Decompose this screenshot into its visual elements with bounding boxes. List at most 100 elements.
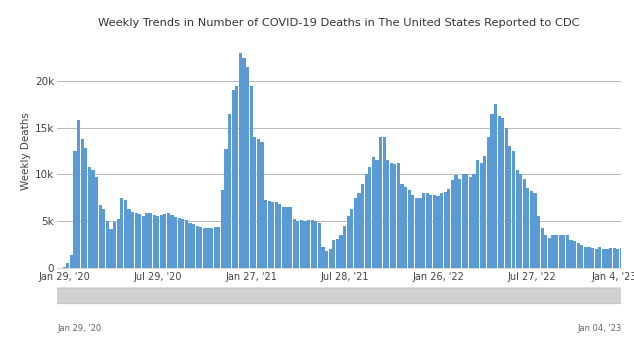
Bar xyxy=(314,221,318,268)
Bar xyxy=(221,190,224,268)
Bar xyxy=(508,146,512,268)
Bar xyxy=(616,249,619,268)
Bar xyxy=(530,191,533,268)
Title: Weekly Trends in Number of COVID-19 Deaths in The United States Reported to CDC: Weekly Trends in Number of COVID-19 Deat… xyxy=(98,18,580,28)
Bar xyxy=(365,174,368,268)
Bar xyxy=(84,148,87,268)
Bar xyxy=(188,223,191,268)
Bar xyxy=(472,174,476,268)
Bar xyxy=(358,193,361,268)
Bar xyxy=(239,53,242,268)
Bar xyxy=(455,175,458,268)
Bar xyxy=(498,116,501,268)
Bar xyxy=(451,180,454,268)
Bar xyxy=(300,220,303,268)
Bar xyxy=(77,120,81,268)
Bar xyxy=(576,243,579,268)
Bar xyxy=(167,213,170,268)
Bar xyxy=(138,214,141,268)
Bar xyxy=(494,104,497,268)
Bar xyxy=(537,216,540,268)
Bar xyxy=(591,248,594,268)
Bar xyxy=(214,227,217,268)
Bar xyxy=(117,219,120,268)
Bar xyxy=(339,235,342,268)
Bar xyxy=(70,256,73,268)
Bar xyxy=(433,195,436,268)
Bar xyxy=(153,215,156,268)
Bar xyxy=(429,195,432,268)
Bar xyxy=(469,177,472,268)
Bar xyxy=(397,163,400,268)
Bar xyxy=(515,169,519,268)
Bar xyxy=(404,187,407,268)
Bar xyxy=(580,245,583,268)
Bar xyxy=(505,128,508,268)
Bar xyxy=(630,247,634,268)
Bar xyxy=(479,163,482,268)
Bar xyxy=(134,213,138,268)
Bar xyxy=(368,167,372,268)
Bar xyxy=(181,219,184,268)
Bar xyxy=(350,209,353,268)
Bar xyxy=(336,239,339,268)
Bar xyxy=(627,249,630,268)
Bar xyxy=(522,179,526,268)
Bar xyxy=(379,137,382,268)
Text: Jan 29, '20: Jan 29, '20 xyxy=(57,324,101,333)
Bar xyxy=(393,164,396,268)
Bar xyxy=(372,157,375,268)
Bar xyxy=(612,248,616,268)
Bar xyxy=(418,198,422,268)
Bar xyxy=(325,251,328,268)
Bar xyxy=(595,249,598,268)
Bar xyxy=(131,212,134,268)
Bar xyxy=(415,198,418,268)
Bar xyxy=(390,163,393,268)
Y-axis label: Weekly Deaths: Weekly Deaths xyxy=(21,112,30,190)
Bar xyxy=(552,235,555,268)
Bar xyxy=(282,207,285,268)
Bar xyxy=(88,167,91,268)
Bar xyxy=(145,213,148,268)
Bar xyxy=(271,202,275,268)
Bar xyxy=(63,267,66,268)
Bar xyxy=(231,90,235,268)
Bar xyxy=(207,228,210,268)
Bar xyxy=(544,235,547,268)
Bar xyxy=(275,202,278,268)
Bar xyxy=(347,216,350,268)
Bar xyxy=(408,190,411,268)
Bar xyxy=(375,160,378,268)
Bar xyxy=(483,156,486,268)
Bar xyxy=(512,151,515,268)
Bar xyxy=(264,200,267,268)
Bar xyxy=(296,221,299,268)
Bar xyxy=(619,248,623,268)
Bar xyxy=(548,238,551,268)
Bar xyxy=(74,151,77,268)
Bar xyxy=(318,223,321,268)
Bar xyxy=(113,222,116,268)
Bar xyxy=(199,227,202,268)
Bar xyxy=(106,221,109,268)
Bar xyxy=(304,221,307,268)
Bar xyxy=(91,169,94,268)
Bar xyxy=(562,235,566,268)
Bar xyxy=(501,118,504,268)
Bar xyxy=(411,195,415,268)
Bar xyxy=(224,149,228,268)
Bar xyxy=(289,207,292,268)
Bar xyxy=(164,214,167,268)
Bar xyxy=(425,193,429,268)
Bar xyxy=(458,179,461,268)
Bar xyxy=(602,249,605,268)
Bar xyxy=(185,220,188,268)
Bar xyxy=(160,215,163,268)
Bar xyxy=(235,86,238,268)
Bar xyxy=(541,228,544,268)
Bar xyxy=(196,226,199,268)
Bar xyxy=(401,184,404,268)
Bar xyxy=(573,241,576,268)
Bar xyxy=(217,227,221,268)
